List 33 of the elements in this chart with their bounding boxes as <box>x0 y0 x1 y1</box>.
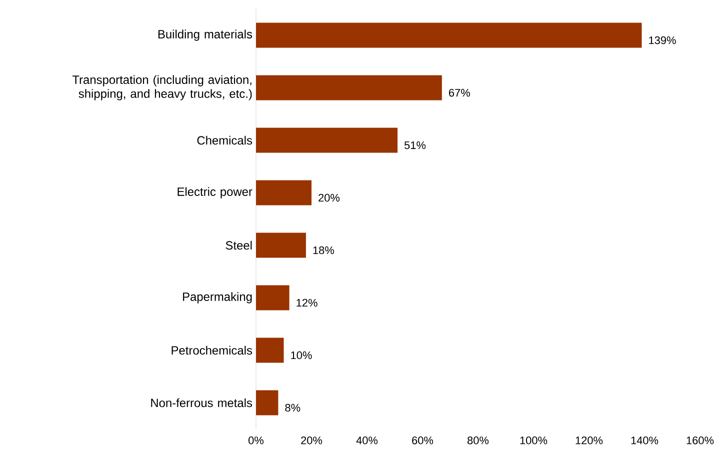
data-label: 12% <box>296 298 318 307</box>
x-tick-label: 0% <box>248 436 264 444</box>
bar <box>256 128 398 153</box>
bar <box>256 285 290 310</box>
y-tick-label: Transportation (including aviation, shipping, and heavy trucks, etc.) <box>72 75 252 100</box>
y-tick-label: Chemicals <box>197 136 252 145</box>
x-tick-label: 120% <box>576 436 603 444</box>
y-tick-label: Non-ferrous metals <box>151 398 252 408</box>
data-label: 8% <box>285 404 300 412</box>
data-label: 18% <box>313 246 334 254</box>
y-tick-label: Petrochemicals <box>172 346 252 355</box>
y-tick-label: Steel <box>226 240 252 250</box>
y-tick-label: Papermaking <box>183 292 252 304</box>
y-tick-label: Building materials <box>158 30 252 41</box>
x-tick-label: 20% <box>301 436 322 444</box>
bar <box>256 232 306 258</box>
bar <box>256 390 278 416</box>
x-tick-label: 80% <box>468 436 489 444</box>
x-tick-label: 40% <box>356 436 378 444</box>
x-tick-label: 60% <box>412 436 434 444</box>
x-tick-label: 140% <box>631 436 658 444</box>
x-tick-label: 160% <box>686 436 714 444</box>
bar <box>256 338 284 363</box>
y-tick-label: Electric power <box>178 187 252 198</box>
data-label: 139% <box>649 36 676 44</box>
data-label: 67% <box>449 88 470 97</box>
data-label: 51% <box>404 141 426 150</box>
data-label: 20% <box>318 194 340 202</box>
bar <box>256 22 642 48</box>
bar <box>256 180 312 206</box>
data-label: 10% <box>291 351 312 360</box>
bar <box>256 75 442 100</box>
x-tick-label: 100% <box>520 436 548 444</box>
